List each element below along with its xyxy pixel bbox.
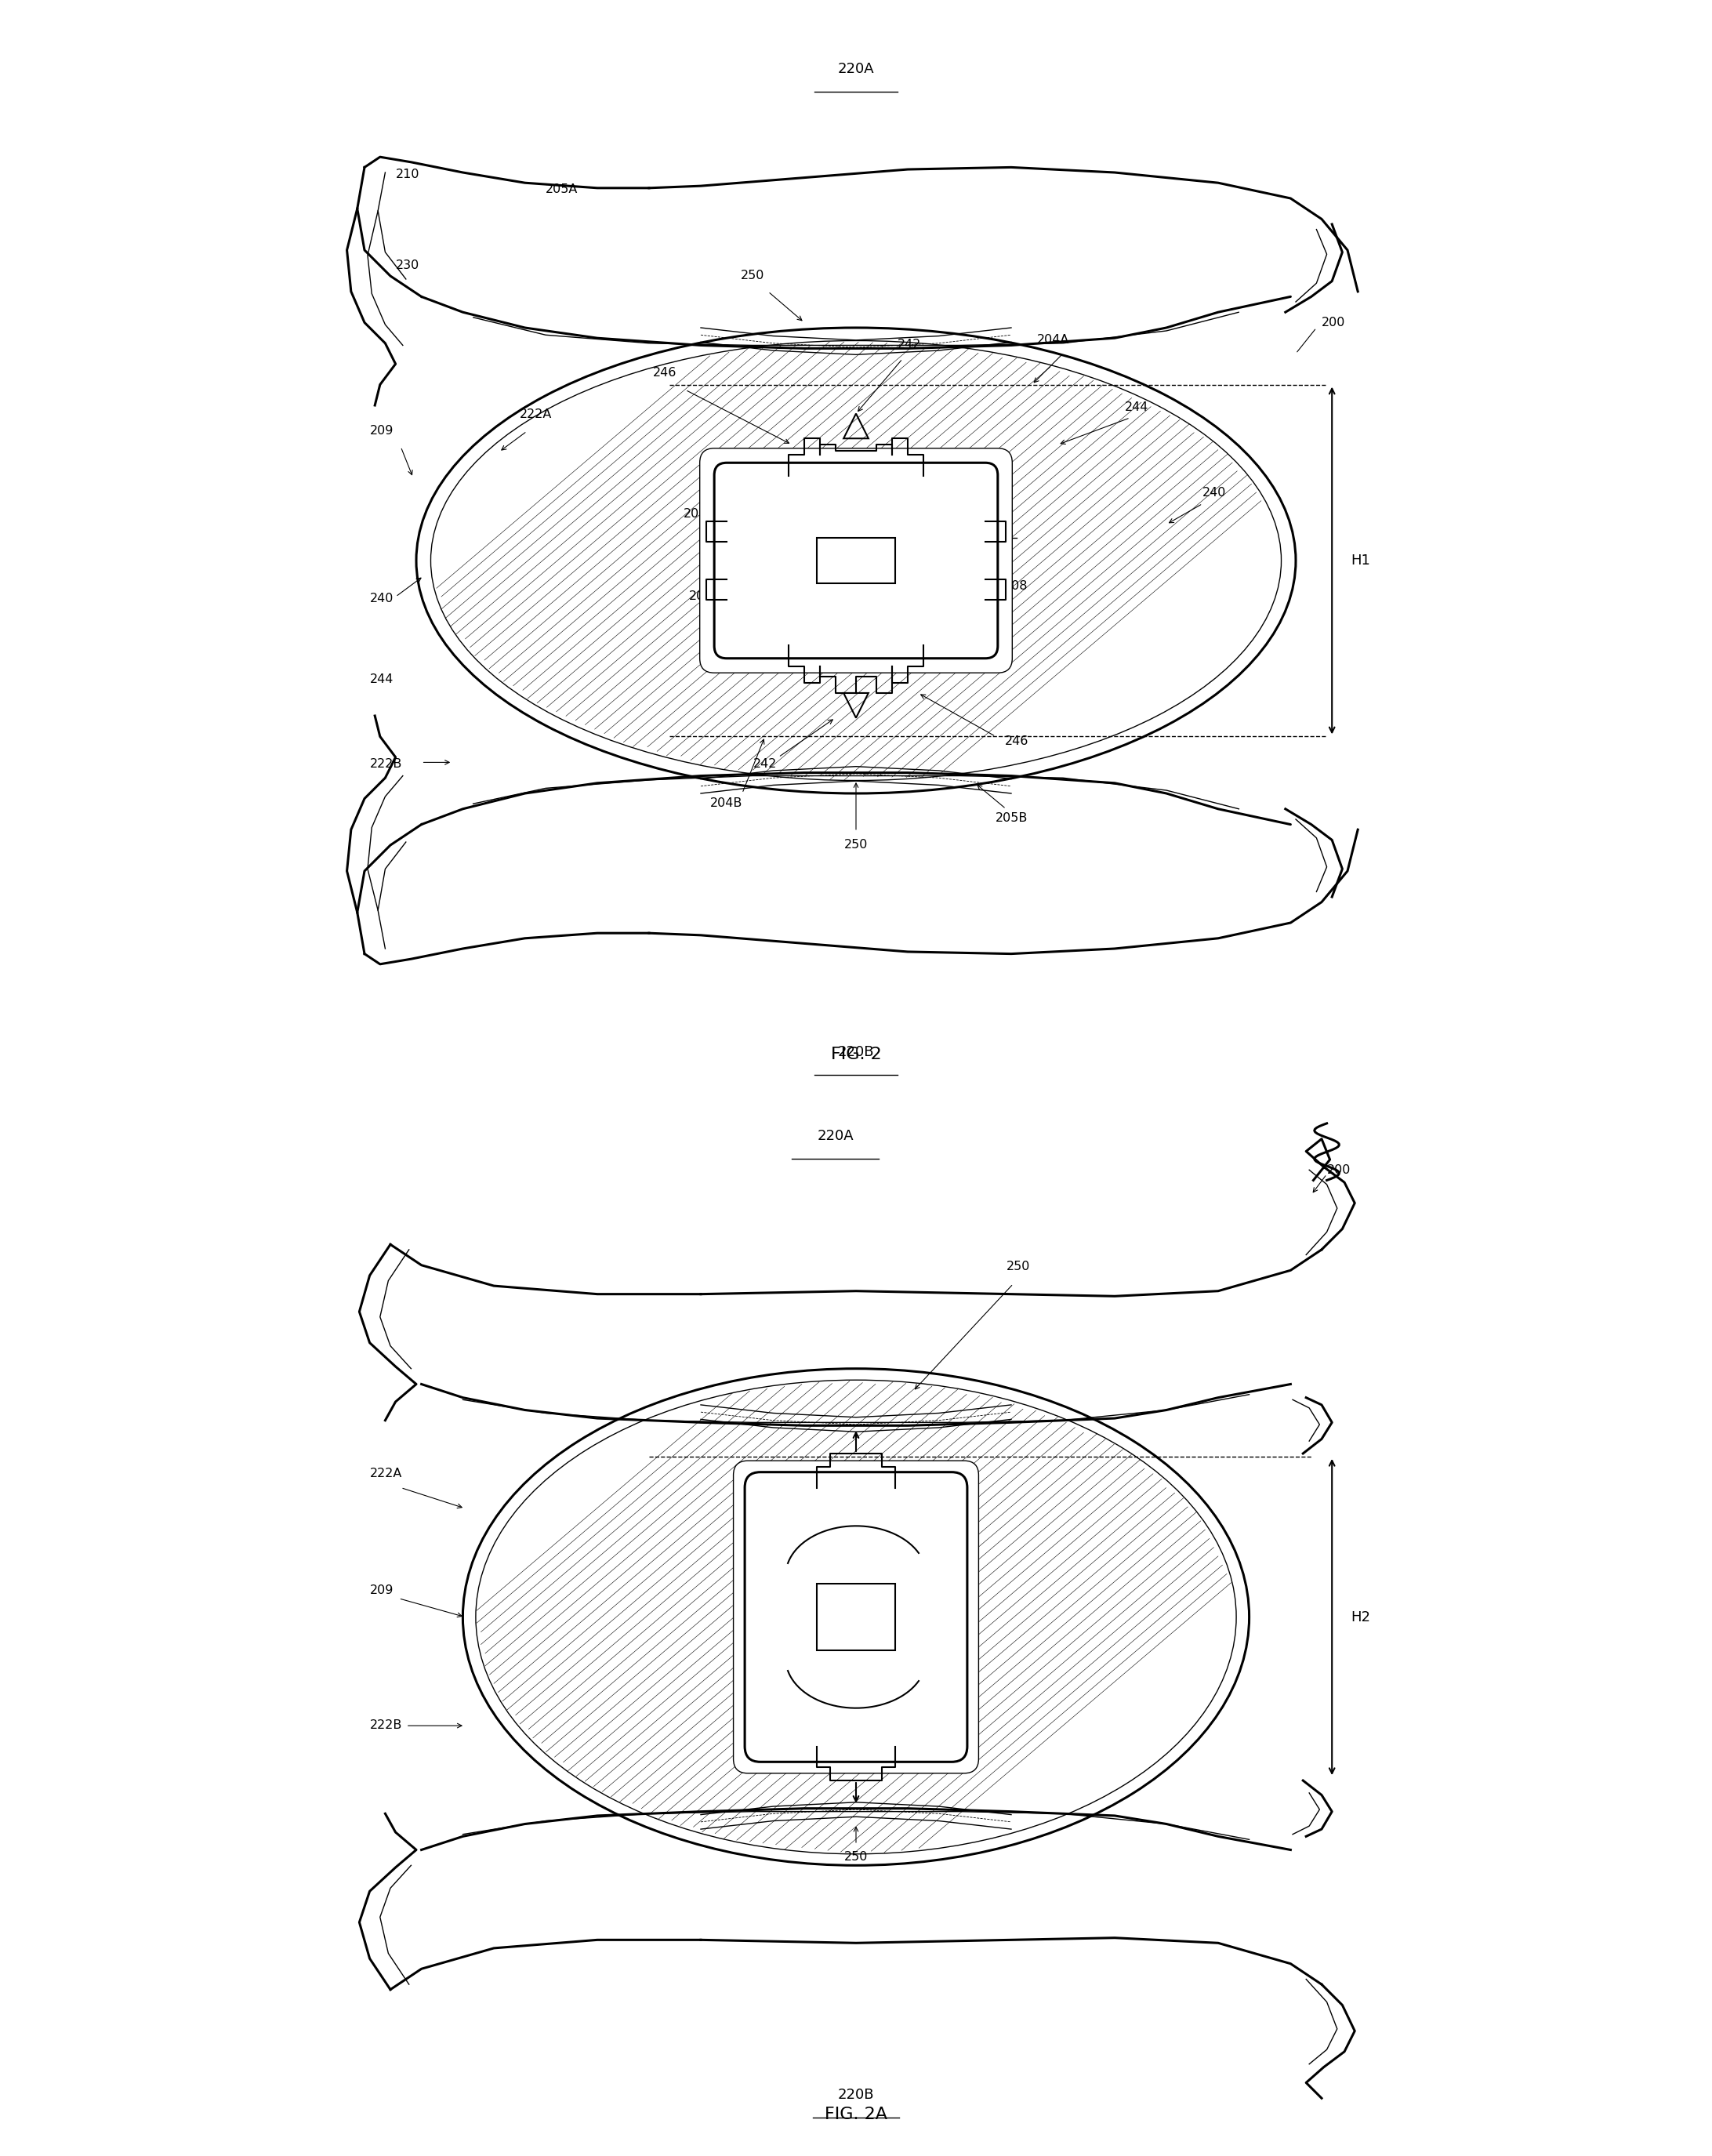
- Text: 242: 242: [753, 759, 777, 770]
- Text: 250: 250: [844, 1850, 868, 1863]
- Text: 246: 246: [1005, 735, 1029, 748]
- Text: 222A: 222A: [370, 1468, 402, 1479]
- Text: 207B: 207B: [835, 614, 866, 627]
- FancyBboxPatch shape: [733, 1462, 979, 1772]
- Text: 222A: 222A: [520, 407, 553, 420]
- Text: 204A: 204A: [1037, 334, 1070, 345]
- Text: 209: 209: [370, 425, 394, 438]
- Text: 240: 240: [1202, 487, 1226, 498]
- Text: 205B: 205B: [996, 813, 1029, 824]
- Text: 200: 200: [1322, 317, 1346, 328]
- Text: 230: 230: [395, 259, 419, 272]
- Text: 246: 246: [652, 367, 676, 379]
- Text: H2: H2: [1351, 1611, 1370, 1623]
- Text: 201: 201: [688, 591, 712, 602]
- Text: FIG. 2: FIG. 2: [830, 1048, 882, 1063]
- FancyBboxPatch shape: [700, 448, 1012, 673]
- Text: 209: 209: [370, 1585, 394, 1598]
- Text: H1: H1: [1351, 554, 1370, 567]
- Text: 240: 240: [370, 593, 394, 604]
- Text: 205A: 205A: [546, 183, 579, 196]
- Text: 202: 202: [972, 515, 996, 526]
- Bar: [817, 1585, 895, 1649]
- Text: 220A: 220A: [837, 63, 875, 75]
- Text: 220B: 220B: [837, 1046, 875, 1059]
- Text: 250: 250: [1007, 1261, 1031, 1272]
- Text: 250: 250: [741, 270, 765, 282]
- Text: 204B: 204B: [710, 798, 743, 808]
- Text: 244: 244: [1125, 401, 1149, 412]
- Text: 202: 202: [781, 1485, 803, 1496]
- Text: 208: 208: [683, 507, 707, 520]
- FancyBboxPatch shape: [714, 464, 998, 658]
- Text: 207A: 207A: [823, 483, 856, 496]
- Text: 242: 242: [897, 338, 921, 351]
- Text: FIG. 2A: FIG. 2A: [825, 2106, 887, 2122]
- Text: 222B: 222B: [370, 1718, 402, 1731]
- Text: 250: 250: [844, 839, 868, 852]
- Text: 220B: 220B: [837, 2087, 875, 2102]
- Text: 220A: 220A: [817, 1130, 854, 1143]
- Text: 208: 208: [1005, 580, 1029, 593]
- FancyBboxPatch shape: [745, 1473, 967, 1761]
- Text: 210: 210: [395, 168, 419, 179]
- Bar: [817, 537, 895, 584]
- Text: 222B: 222B: [370, 759, 402, 770]
- Text: 244: 244: [370, 673, 394, 686]
- Text: 200: 200: [1327, 1164, 1351, 1175]
